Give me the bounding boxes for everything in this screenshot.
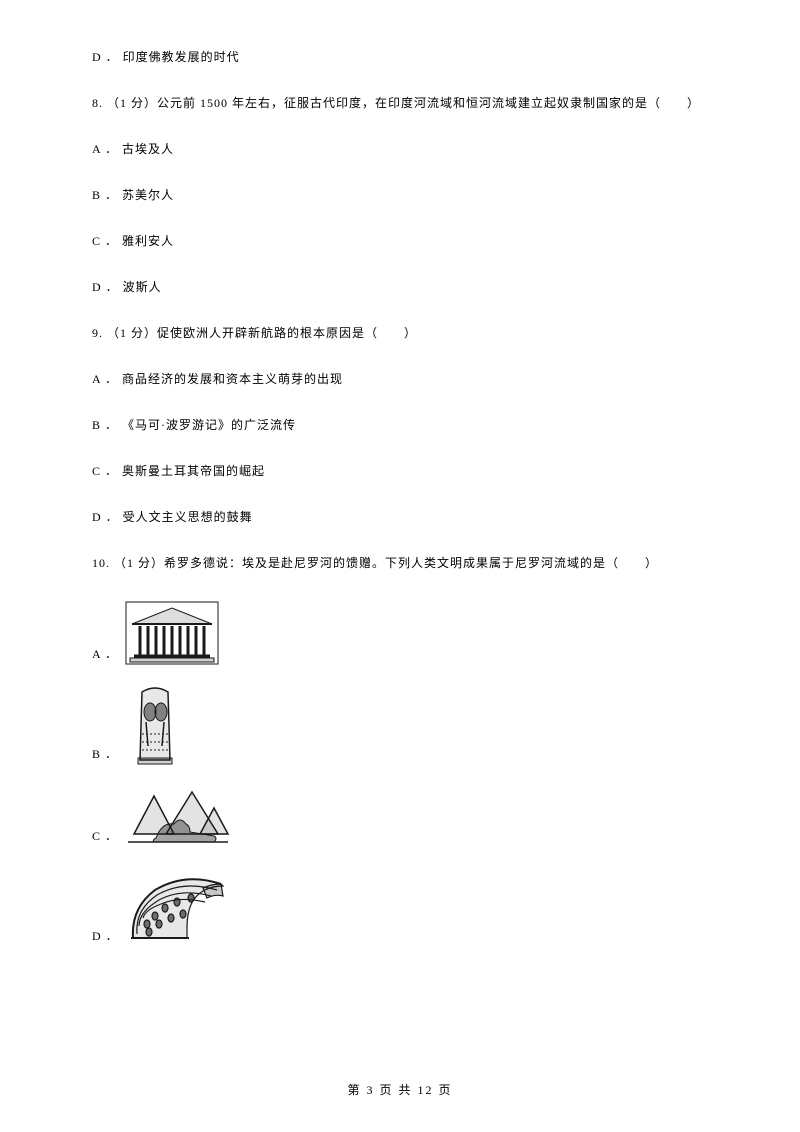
page-footer: 第 3 页 共 12 页 [0, 1081, 800, 1098]
q10-option-a-label: A ． [92, 645, 118, 666]
q8-stem: 8. （1 分）公元前 1500 年左右，征服古代印度，在印度河流域和恒河流域建… [92, 94, 708, 112]
q10-option-d-label: D ． [92, 927, 119, 948]
q8-option-d: D ． 波斯人 [92, 278, 708, 296]
q7-option-d: D ． 印度佛教发展的时代 [92, 48, 708, 66]
q10-option-c-row: C ． [92, 786, 708, 848]
q9-option-c: C ． 奥斯曼土耳其帝国的崛起 [92, 462, 708, 480]
sphinx-pyramids-icon [124, 786, 232, 848]
q8-option-b: B ． 苏美尔人 [92, 186, 708, 204]
colosseum-icon [125, 868, 233, 948]
q9-option-b: B ． 《马可·波罗游记》的广泛流传 [92, 416, 708, 434]
q10-option-b-row: B ． [92, 686, 708, 766]
q10-option-d-row: D ． [92, 868, 708, 948]
q9-option-a: A ． 商品经济的发展和资本主义萌芽的出现 [92, 370, 708, 388]
parthenon-icon [124, 600, 220, 666]
q8-option-a: A ． 古埃及人 [92, 140, 708, 158]
q10-stem: 10. （1 分）希罗多德说：埃及是赴尼罗河的馈赠。下列人类文明成果属于尼罗河流… [92, 554, 708, 572]
q9-option-d: D ． 受人文主义思想的鼓舞 [92, 508, 708, 526]
q8-option-c: C ． 雅利安人 [92, 232, 708, 250]
q9-stem: 9. （1 分）促使欧洲人开辟新航路的根本原因是（ ） [92, 324, 708, 342]
q10-option-b-label: B ． [92, 745, 118, 766]
stele-icon [124, 686, 186, 766]
q10-option-a-row: A ． [92, 600, 708, 666]
q10-option-c-label: C ． [92, 827, 118, 848]
